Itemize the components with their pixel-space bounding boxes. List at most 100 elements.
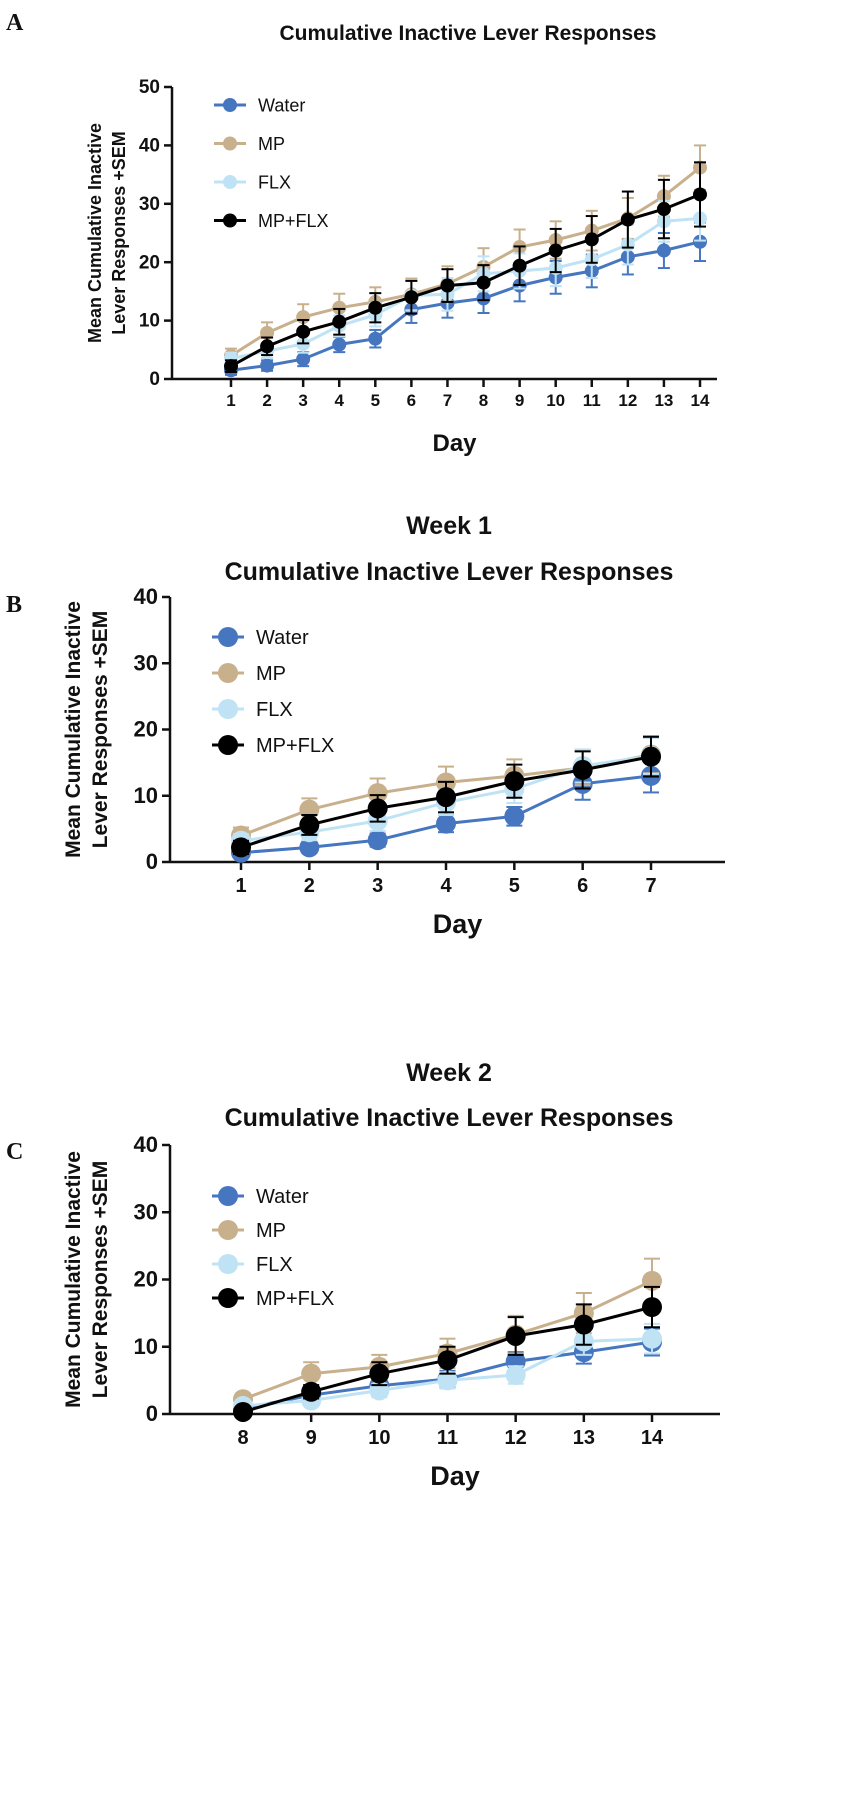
data-point: [641, 746, 661, 767]
data-point: [436, 787, 456, 808]
data-point: [505, 1364, 526, 1385]
legend: Water MP FLX MP+FLX: [212, 627, 334, 757]
x-tick-label: 6: [407, 391, 416, 410]
y-tick-label: 50: [139, 77, 160, 98]
data-point: [332, 314, 347, 329]
x-tick-label: 13: [654, 391, 673, 410]
data-point: [584, 232, 599, 247]
data-point: [656, 243, 671, 258]
data-point: [476, 275, 491, 290]
x-axis-label: Day: [432, 430, 477, 457]
data-point: [437, 1370, 458, 1391]
x-tick-label: 2: [304, 875, 315, 897]
x-axis-label: Day: [430, 1461, 480, 1491]
x-tick-label: 4: [334, 391, 344, 410]
chart-title-line: Week 2: [406, 1059, 492, 1087]
x-tick-label: 3: [298, 391, 307, 410]
data-point: [642, 1270, 662, 1291]
legend-marker: [223, 175, 237, 189]
legend-marker: [223, 136, 237, 151]
panel-c: C Week 2 Cumulative Inactive Lever Respons…: [6, 1059, 720, 1491]
legend-label: Water: [258, 95, 305, 115]
data-point: [548, 243, 563, 258]
x-tick-label: 7: [645, 875, 656, 897]
y-axis-label-line: Lever Responses +SEM: [89, 611, 112, 849]
x-tick-label: 11: [437, 1427, 458, 1449]
legend-marker: [223, 213, 237, 228]
legend-label: MP+FLX: [256, 735, 334, 757]
data-point: [368, 331, 383, 346]
legend-marker: [218, 1288, 238, 1308]
x-tick-label: 5: [371, 391, 380, 410]
series-mp-flx: [231, 735, 661, 858]
panel-a: A Cumulative Inactive Lever Responses 0 10 2…: [6, 10, 717, 457]
y-axis-label-line: Lever Responses +SEM: [109, 131, 129, 335]
data-point: [693, 234, 707, 249]
y-tick-label: 20: [134, 1267, 158, 1292]
x-tick-label: 5: [509, 875, 520, 897]
y-axis-label-line: Mean Cumulative Inactive: [62, 601, 85, 858]
y-tick-label: 30: [139, 194, 160, 215]
data-point: [642, 1328, 662, 1349]
data-point: [505, 1325, 526, 1346]
legend-label: FLX: [258, 172, 291, 192]
x-tick-label: 14: [641, 1427, 664, 1449]
legend-marker: [218, 1254, 238, 1274]
legend-label: Water: [256, 1186, 309, 1208]
panel-letter: A: [6, 10, 24, 36]
data-point: [367, 783, 388, 804]
data-point: [301, 1381, 322, 1402]
legend-marker: [218, 699, 238, 719]
series-mp-flx: [233, 1285, 662, 1422]
x-tick-label: 9: [515, 391, 524, 410]
series-mp-flx: [224, 161, 707, 374]
data-point: [436, 813, 456, 834]
chart-title-line: Cumulative Inactive Lever Responses: [225, 558, 674, 586]
panel-letter: C: [6, 1139, 23, 1165]
y-tick-label: 10: [139, 311, 160, 332]
y-tick-label: 0: [149, 369, 160, 390]
data-point: [367, 830, 388, 851]
y-tick-label: 0: [146, 849, 158, 874]
legend-marker: [218, 735, 238, 755]
x-tick-label: 4: [440, 875, 452, 897]
legend-label: FLX: [256, 699, 293, 721]
legend-label: MP+FLX: [256, 1288, 334, 1310]
data-point: [368, 300, 383, 315]
y-axis-label-line: Lever Responses +SEM: [89, 1161, 112, 1399]
data-point: [369, 1363, 390, 1384]
x-tick-label: 9: [306, 1427, 317, 1449]
data-point: [656, 202, 671, 217]
legend-label: Water: [256, 627, 309, 649]
data-point: [332, 337, 347, 352]
data-point: [573, 1314, 594, 1335]
panel-letter: B: [6, 592, 22, 618]
x-axis-label: Day: [433, 909, 483, 939]
data-point: [231, 837, 251, 858]
data-point: [440, 278, 455, 293]
data-point: [260, 325, 275, 340]
legend-marker: [218, 663, 238, 683]
data-point: [224, 359, 238, 374]
legend-label: MP+FLX: [258, 211, 329, 231]
data-point: [296, 324, 311, 339]
data-point: [642, 1297, 662, 1318]
x-tick-label: 10: [368, 1427, 390, 1449]
data-point: [620, 212, 635, 227]
data-point: [367, 798, 388, 819]
y-tick-label: 20: [139, 252, 160, 273]
data-point: [260, 339, 275, 354]
legend: Water MP FLX MP+FLX: [214, 95, 329, 231]
data-point: [504, 771, 525, 792]
y-axis-label-line: Mean Cumulative Inactive: [62, 1151, 85, 1408]
data-point: [299, 814, 320, 835]
legend-label: MP: [258, 134, 285, 154]
data-point: [437, 1350, 458, 1371]
y-tick-label: 30: [134, 1199, 158, 1224]
y-axis-label-line: Mean Cumulative Inactive: [85, 123, 105, 343]
data-point: [504, 806, 525, 827]
data-point: [260, 358, 275, 373]
x-tick-label: 8: [237, 1427, 248, 1449]
legend: Water MP FLX MP+FLX: [212, 1186, 334, 1310]
